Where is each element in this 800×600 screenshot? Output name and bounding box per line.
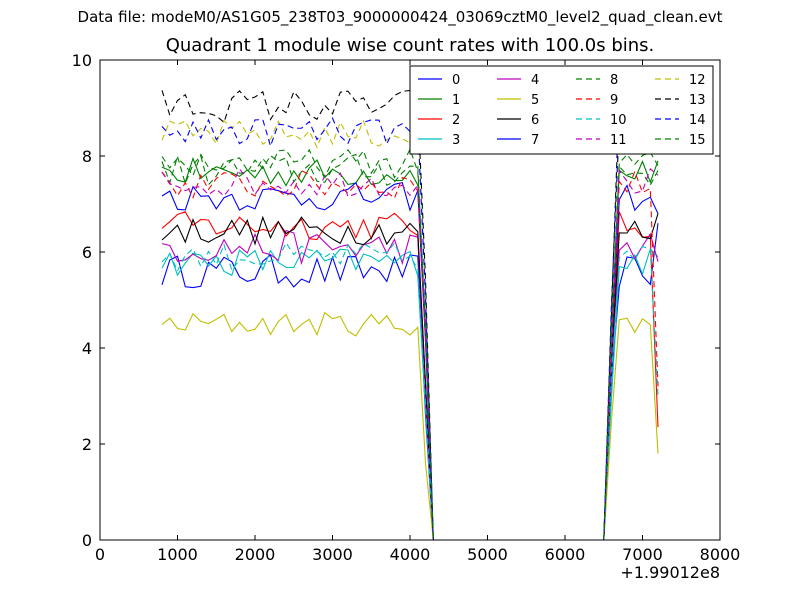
legend-box [409, 65, 714, 155]
legend-label-5: 5 [531, 93, 539, 108]
legend-label-4: 4 [531, 73, 539, 88]
y-tick-label: 8 [82, 147, 92, 166]
x-tick-label: 2000 [235, 545, 276, 564]
x-tick-label: 7000 [622, 545, 663, 564]
series-line-12 [161, 119, 659, 541]
chart-title: Quadrant 1 module wise count rates with … [165, 35, 655, 56]
legend-label-15: 15 [689, 133, 706, 148]
x-tick-label: 1000 [157, 545, 198, 564]
legend-label-8: 8 [610, 73, 618, 88]
series-line-4 [161, 229, 659, 541]
x-tick-label: 4000 [390, 545, 431, 564]
legend-label-2: 2 [452, 113, 460, 128]
series-line-3 [161, 247, 659, 541]
legend-label-12: 12 [689, 73, 706, 88]
y-tick-label: 4 [82, 339, 92, 358]
legend-label-13: 13 [689, 93, 706, 108]
y-tick-label: 10 [72, 51, 92, 70]
series-line-13 [161, 89, 659, 541]
y-tick-label: 6 [82, 243, 92, 262]
legend-label-1: 1 [452, 93, 460, 108]
legend-label-0: 0 [452, 73, 460, 88]
series-line-8 [161, 153, 659, 541]
series-line-1 [161, 156, 659, 541]
series-layer [161, 89, 659, 541]
x-tick-label: 8000 [700, 545, 741, 564]
series-line-9 [161, 169, 659, 541]
x-tick-label: 5000 [467, 545, 508, 564]
legend-label-3: 3 [452, 133, 460, 148]
series-line-15 [161, 147, 659, 541]
x-tick-label: 0 [95, 545, 105, 564]
x-offset-label: +1.99012e8 [620, 563, 720, 582]
y-tick-label: 0 [82, 531, 92, 550]
series-line-10 [161, 241, 659, 541]
y-tick-label: 2 [82, 435, 92, 454]
series-line-11 [161, 167, 659, 541]
series-line-0 [161, 223, 659, 541]
series-line-6 [161, 213, 659, 541]
legend-label-7: 7 [531, 133, 539, 148]
x-tick-label: 3000 [312, 545, 353, 564]
legend-label-14: 14 [689, 113, 706, 128]
legend-label-10: 10 [610, 113, 627, 128]
legend-label-11: 11 [610, 133, 627, 148]
series-line-5 [161, 311, 659, 541]
x-tick-label: 6000 [545, 545, 586, 564]
legend-label-6: 6 [531, 113, 539, 128]
figure-suptitle: Data file: modeM0/AS1G05_238T03_90000004… [77, 8, 723, 26]
legend-label-9: 9 [610, 93, 618, 108]
axes-layer: 0 1000 2000 3000 4000 5000 6000 7000 80000246810… [72, 51, 741, 582]
